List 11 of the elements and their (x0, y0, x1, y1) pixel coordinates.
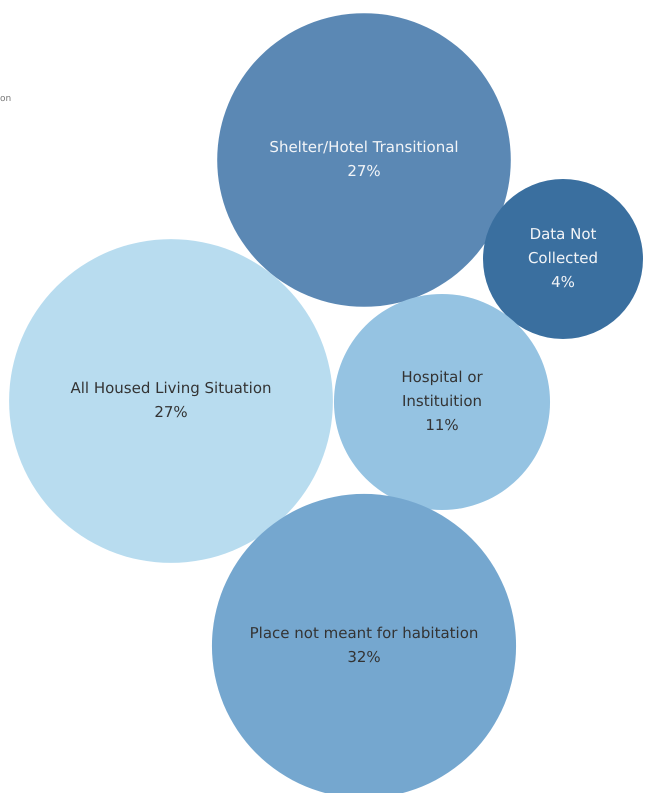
data-label: 32% (347, 648, 381, 666)
data-label: 27% (154, 402, 188, 421)
data-label: 11% (425, 416, 459, 434)
category-label: Place not meant for habitation (250, 624, 478, 642)
category-label: Shelter/Hotel Transitional (269, 138, 459, 156)
data-label: 4% (551, 272, 575, 291)
text: on (0, 94, 12, 104)
data-label: 27% (347, 162, 381, 180)
category-label: All Housed Living Situation (70, 378, 272, 397)
category-label: Hospital or Instituition (401, 368, 484, 410)
category-label: Data Not Collected (528, 224, 598, 267)
